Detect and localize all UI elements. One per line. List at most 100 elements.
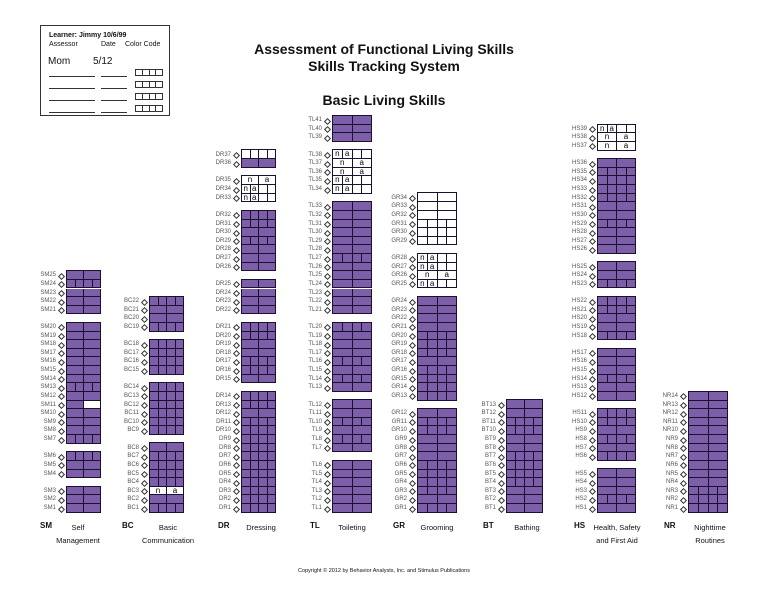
skill-row (597, 331, 636, 341)
mastered-cell (175, 469, 183, 478)
skill-label: GR22 (391, 315, 407, 322)
diamond-icon (408, 479, 417, 487)
skill-row (66, 460, 101, 470)
mastered-cell (150, 469, 159, 478)
mastered-cell (259, 391, 268, 400)
diamond-icon (140, 445, 149, 453)
mastered-cell (362, 322, 371, 331)
skill-row (597, 271, 636, 280)
mastered-cell (259, 409, 275, 417)
mastered-cell (352, 305, 371, 314)
mastered-cell (259, 452, 268, 460)
diamond-icon (588, 126, 597, 134)
diamond-icon (57, 367, 66, 375)
diamond-icon (232, 410, 241, 418)
skill-row (66, 270, 101, 280)
diamond-icon (497, 470, 506, 479)
mastered-cell (250, 426, 259, 435)
mastered-cell (427, 331, 438, 340)
mastered-cell (617, 426, 635, 435)
mastered-cell (607, 193, 617, 202)
skill-row (332, 321, 372, 332)
skill-label: SM1 (43, 505, 56, 511)
diamond-icon (408, 453, 417, 461)
mastered-cell (525, 452, 534, 460)
diamond-icon (408, 264, 417, 272)
skill-label: DR37 (215, 151, 231, 158)
mastered-cell (167, 460, 176, 469)
skill-row (417, 374, 457, 384)
mastered-cell (447, 340, 456, 348)
mastered-cell (437, 357, 456, 366)
skill-row (66, 451, 101, 461)
skill-row (417, 478, 457, 487)
mastered-cell (626, 305, 635, 314)
mastered-cell (259, 245, 275, 253)
skill-row (506, 478, 543, 487)
diamond-icon (588, 496, 597, 504)
empty-cell: n (242, 193, 251, 202)
skill-label: GR15 (391, 375, 407, 382)
skill-label: HS13 (571, 384, 587, 391)
diamond-icon (140, 298, 149, 306)
skill-row (241, 236, 276, 246)
diamond-icon (679, 462, 688, 470)
mastered-cell (267, 495, 275, 503)
page-subtitle: Skills Tracking System (308, 58, 460, 74)
empty-cell (447, 219, 456, 228)
diamond-icon (323, 289, 332, 298)
skill-label: TL23 (308, 289, 322, 296)
skill-row (417, 426, 457, 436)
skill-row (241, 348, 276, 358)
skill-label: SM2 (43, 496, 56, 503)
mastered-cell (259, 305, 275, 314)
diamond-icon (140, 393, 149, 401)
skill-row (66, 469, 101, 479)
mastered-cell (333, 288, 353, 297)
skill-label: DR20 (215, 332, 231, 339)
assessor-line (49, 100, 95, 101)
mastered-cell (437, 383, 448, 391)
empty-cell: a (167, 486, 183, 495)
mastered-cell (598, 426, 617, 435)
skill-label: HS28 (571, 229, 587, 236)
skill-label: GR18 (391, 349, 407, 356)
skill-row (506, 486, 543, 496)
mastered-cell (250, 322, 259, 331)
mastered-cell (175, 417, 183, 426)
skill-row (66, 288, 101, 298)
skill-row (417, 314, 457, 323)
skill-row (417, 495, 457, 504)
diamond-icon (588, 281, 597, 289)
diamond-icon (588, 505, 597, 513)
mastered-cell (352, 331, 371, 340)
mastered-cell (418, 383, 428, 391)
mastered-cell (437, 417, 448, 426)
diamond-icon (408, 203, 417, 211)
skill-row (688, 426, 728, 436)
mastered-cell (626, 296, 635, 305)
skill-row (241, 288, 276, 298)
mastered-cell (607, 435, 617, 443)
skill-label: NR12 (662, 410, 678, 417)
color-code-boxes (135, 81, 163, 88)
mastered-cell (167, 504, 176, 512)
skill-row (149, 504, 184, 513)
mastered-cell (333, 383, 353, 391)
mastered-cell (418, 357, 438, 366)
mastered-cell (167, 366, 176, 374)
skill-row (66, 366, 101, 375)
mastered-cell (598, 305, 608, 314)
skill-row (66, 426, 101, 436)
mastered-cell (250, 435, 259, 443)
mastered-cell (352, 124, 371, 133)
skill-label: NR2 (665, 496, 678, 503)
skill-row (417, 192, 457, 203)
skill-row (332, 133, 372, 142)
mastered-cell (267, 391, 275, 400)
mastered-cell (447, 348, 456, 357)
mastered-cell (689, 400, 709, 409)
skill-label: SM10 (40, 410, 56, 417)
skill-row (149, 495, 184, 504)
diamond-icon (323, 410, 332, 418)
